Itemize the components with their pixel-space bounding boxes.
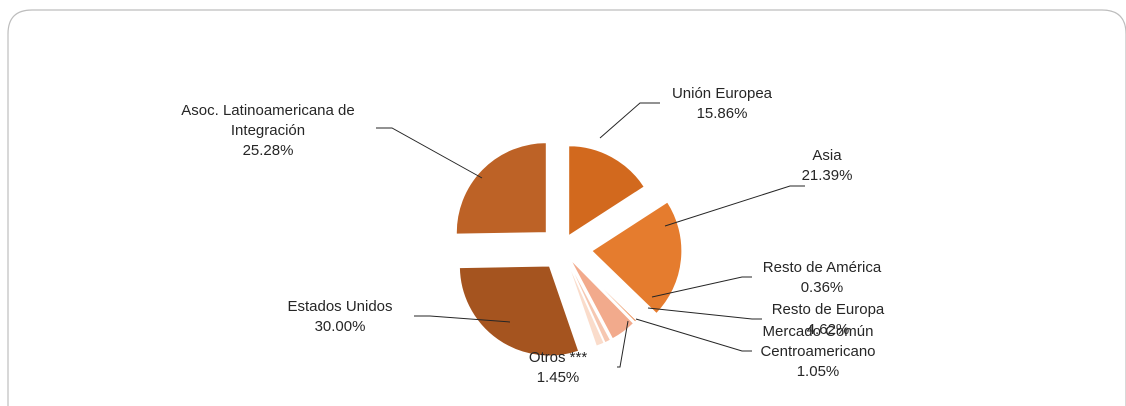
pie-slice-ram: [571, 257, 638, 323]
data-label-name: Centroamericano: [760, 343, 875, 360]
data-label-value: 0.36%: [801, 279, 844, 296]
data-label-value: 30.00%: [315, 318, 366, 335]
data-label-value: 1.05%: [797, 363, 840, 380]
data-label-value: 21.39%: [802, 167, 853, 184]
data-label-name: Asia: [812, 147, 842, 164]
data-label-aladi: Asoc. Latinoamericana de Integración 25.28…: [181, 102, 354, 159]
pie-slice-mcc: [567, 260, 612, 344]
data-label-reu: Resto de Europa 4.62%: [772, 301, 885, 338]
pie-slice-eu: [458, 265, 580, 357]
leader-line-reu: [647, 307, 762, 320]
data-label-name: Asoc. Latinoamericana de: [181, 102, 354, 119]
leader-line-ue: [599, 102, 660, 139]
chart-frame: [7, 9, 1126, 406]
pie-slice-asia: [591, 201, 683, 315]
leader-line-otros: [617, 320, 629, 368]
data-label-ue: Unión Europea 15.86%: [672, 85, 773, 122]
leader-line-asia: [664, 185, 805, 227]
data-label-value: 4.62%: [807, 321, 850, 338]
data-label-value: 25.28%: [243, 142, 294, 159]
data-label-name: Estados Unidos: [287, 298, 392, 315]
pie-slice-otros: [566, 260, 605, 347]
data-label-eu: Estados Unidos 30.00%: [287, 298, 392, 335]
data-label-asia: Asia 21.39%: [802, 147, 853, 184]
data-label-mcc: Mercado Común Centroamericano 1.05%: [760, 323, 875, 380]
data-label-otros: Otros *** 1.45%: [529, 349, 588, 386]
data-labels: Unión Europea 15.86% Asia 21.39% Resto de Am…: [181, 85, 885, 386]
data-label-name: Integración: [231, 122, 305, 139]
leader-line-mcc: [635, 318, 752, 352]
data-label-name: Unión Europea: [672, 85, 773, 102]
leader-lines: [376, 102, 805, 368]
data-label-name: Otros ***: [529, 349, 588, 366]
pie-slice-reu: [569, 258, 635, 340]
leader-line-aladi: [376, 127, 483, 179]
leader-line-ram: [651, 276, 752, 298]
leader-line-eu: [414, 315, 511, 323]
data-label-value: 15.86%: [697, 105, 748, 122]
pie-slice-ue: [568, 145, 645, 237]
pie-slice-aladi: [455, 142, 547, 235]
data-label-name: Mercado Común: [763, 323, 874, 340]
data-label-value: 1.45%: [537, 369, 580, 386]
data-label-name: Resto de América: [763, 259, 882, 276]
data-label-ram: Resto de América 0.36%: [763, 259, 882, 296]
pie-slices: [455, 142, 683, 357]
data-label-name: Resto de Europa: [772, 301, 885, 318]
